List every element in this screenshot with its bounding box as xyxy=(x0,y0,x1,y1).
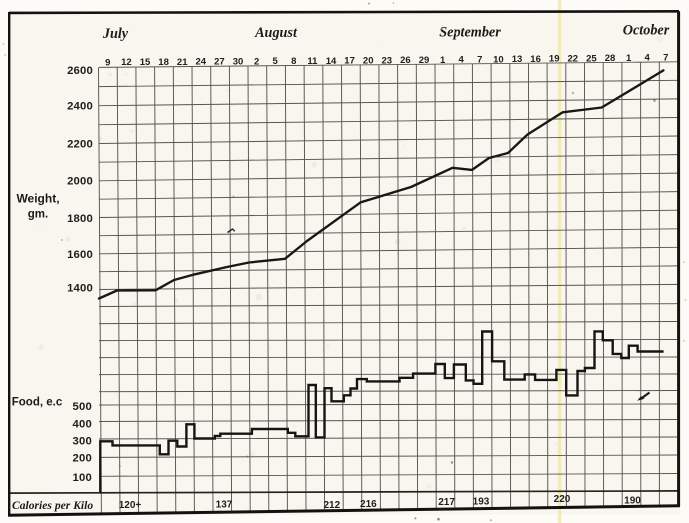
svg-text:24: 24 xyxy=(196,57,207,68)
svg-text:August: August xyxy=(254,25,298,41)
svg-text:October: October xyxy=(623,23,670,39)
svg-text:500: 500 xyxy=(73,401,92,413)
svg-text:10: 10 xyxy=(493,54,504,65)
svg-text:26: 26 xyxy=(400,55,411,66)
svg-text:12: 12 xyxy=(121,57,132,68)
svg-text:July: July xyxy=(102,26,129,42)
svg-text:21: 21 xyxy=(177,57,188,68)
svg-text:Food, e.c: Food, e.c xyxy=(12,397,63,409)
svg-text:8: 8 xyxy=(291,56,296,67)
svg-text:2000: 2000 xyxy=(67,176,93,188)
svg-text:1600: 1600 xyxy=(67,249,93,261)
svg-text:1400: 1400 xyxy=(67,283,93,295)
svg-text:212: 212 xyxy=(323,500,340,511)
svg-text:15: 15 xyxy=(140,57,151,68)
svg-text:11: 11 xyxy=(307,56,318,67)
svg-text:20: 20 xyxy=(363,56,374,67)
svg-text:1: 1 xyxy=(440,55,446,66)
svg-text:2400: 2400 xyxy=(67,100,93,112)
svg-text:17: 17 xyxy=(344,56,355,67)
svg-text:137: 137 xyxy=(216,500,233,511)
svg-text:220: 220 xyxy=(554,494,571,505)
svg-text:200: 200 xyxy=(73,453,92,465)
svg-text:23: 23 xyxy=(382,55,393,66)
svg-text:gm.: gm. xyxy=(28,209,48,221)
svg-text:217: 217 xyxy=(438,497,455,508)
svg-text:2200: 2200 xyxy=(67,139,93,151)
svg-text:400: 400 xyxy=(73,419,92,431)
svg-text:19: 19 xyxy=(549,54,560,65)
svg-text:120+: 120+ xyxy=(119,500,142,511)
svg-text:100: 100 xyxy=(73,472,92,484)
svg-text:7: 7 xyxy=(477,55,482,66)
svg-text:27: 27 xyxy=(214,57,225,68)
svg-text:18: 18 xyxy=(158,57,169,68)
svg-text:30: 30 xyxy=(233,56,244,67)
svg-text:28: 28 xyxy=(605,53,616,64)
svg-text:5: 5 xyxy=(273,56,279,67)
svg-text:193: 193 xyxy=(473,497,490,508)
svg-text:216: 216 xyxy=(360,499,377,510)
svg-text:Calories per Kilo: Calories per Kilo xyxy=(12,499,93,512)
svg-text:9: 9 xyxy=(105,57,110,68)
svg-text:190: 190 xyxy=(624,496,641,507)
svg-text:7: 7 xyxy=(663,53,668,64)
svg-text:2: 2 xyxy=(254,56,259,67)
svg-text:4: 4 xyxy=(645,53,651,64)
svg-text:Weight,: Weight, xyxy=(16,192,59,206)
svg-text:September: September xyxy=(439,25,501,41)
svg-text:300: 300 xyxy=(73,435,92,447)
svg-text:2600: 2600 xyxy=(67,65,93,77)
svg-text:29: 29 xyxy=(419,55,430,66)
svg-text:1: 1 xyxy=(626,53,632,64)
svg-text:4: 4 xyxy=(459,55,465,66)
svg-text:16: 16 xyxy=(530,54,541,65)
svg-text:25: 25 xyxy=(586,53,597,64)
svg-text:1800: 1800 xyxy=(67,213,93,225)
svg-text:14: 14 xyxy=(326,56,337,67)
svg-text:13: 13 xyxy=(512,54,523,65)
svg-text:22: 22 xyxy=(568,54,579,65)
